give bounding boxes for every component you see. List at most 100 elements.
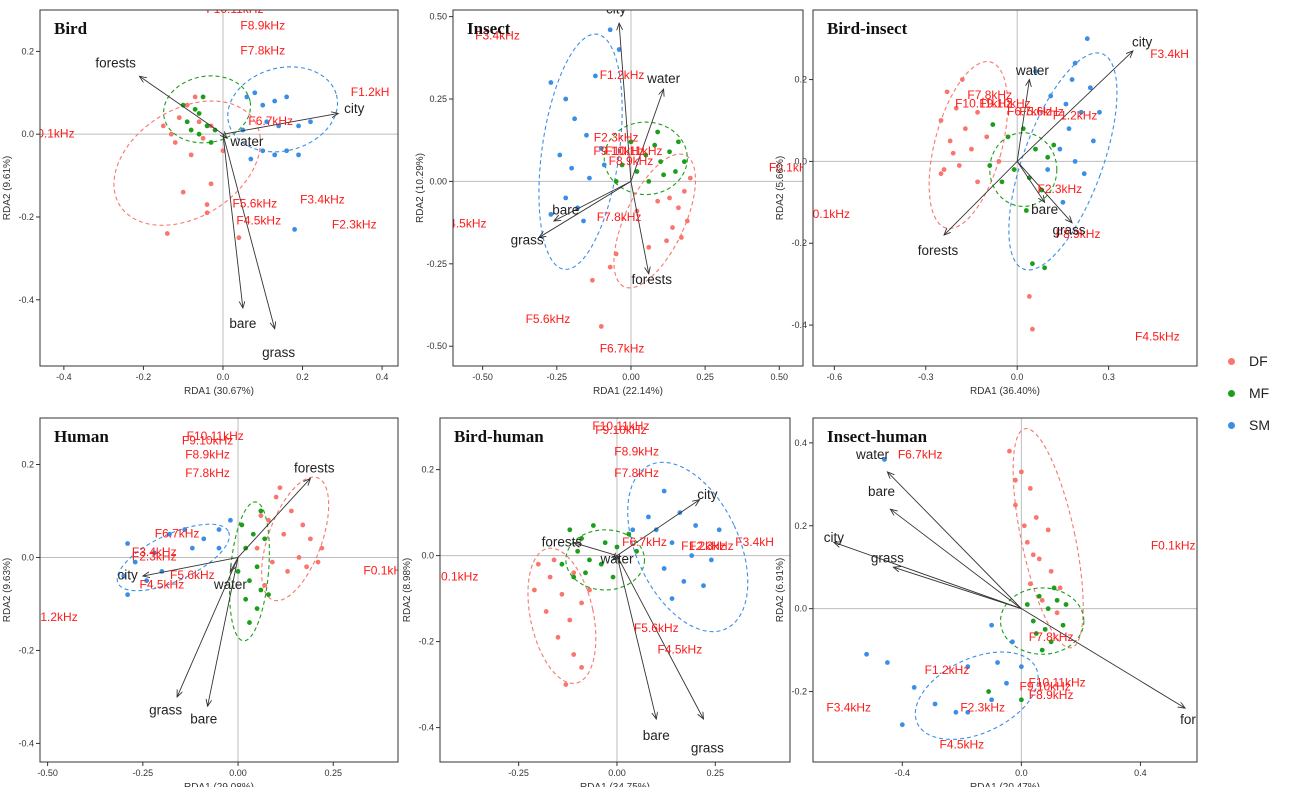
legend-dot-mf xyxy=(1228,389,1235,397)
point-mf xyxy=(196,131,202,137)
point-mf xyxy=(200,94,206,100)
y-tick-label: -0.2 xyxy=(791,238,807,248)
point-sm xyxy=(201,536,207,542)
freq-label-f4-5khz: F4.5kHz xyxy=(1135,330,1180,344)
point-df xyxy=(953,105,959,111)
point-df xyxy=(208,181,214,187)
freq-label-f10-11khz: F10.11kHz xyxy=(605,144,662,158)
point-df xyxy=(1013,502,1018,508)
point-df xyxy=(947,138,953,144)
freq-label-f3-4khz: F3.4kHz xyxy=(132,545,177,559)
x-tick-label: -0.3 xyxy=(918,372,934,382)
arrow-label-water: water xyxy=(213,577,248,592)
panel-title: Insect-human xyxy=(827,427,928,446)
point-sm xyxy=(132,559,138,565)
point-mf xyxy=(646,179,652,184)
freq-label-f3-4khz: F3.4kHz xyxy=(300,193,345,207)
arrow-grass xyxy=(222,134,275,329)
panel-frame xyxy=(812,9,1198,367)
point-df xyxy=(1026,294,1032,299)
point-sm xyxy=(953,709,959,715)
point-mf xyxy=(626,531,632,537)
point-mf xyxy=(1030,261,1035,267)
arrow-water xyxy=(1016,80,1029,162)
point-sm xyxy=(598,146,604,151)
arrow-bare xyxy=(554,181,632,221)
point-df xyxy=(676,205,681,211)
point-df xyxy=(563,682,569,687)
point-mf xyxy=(613,179,619,184)
point-mf xyxy=(258,587,264,593)
point-mf xyxy=(1024,602,1030,607)
point-mf xyxy=(571,574,577,580)
arrow-label-bare: bare xyxy=(868,484,895,499)
freq-label-f8-9khz: F8.9kHz xyxy=(240,19,285,33)
point-sm xyxy=(1033,68,1038,74)
ellipse-mf xyxy=(603,121,688,196)
point-mf xyxy=(1045,154,1051,160)
point-df xyxy=(315,559,321,565)
y-tick-label: -0.50 xyxy=(426,341,447,351)
point-df xyxy=(1045,527,1051,533)
point-df xyxy=(262,582,268,588)
freq-label-f3-4kh: F3.4kH xyxy=(735,535,774,549)
x-tick-label: 0.4 xyxy=(1134,768,1147,778)
arrow-label-water: water xyxy=(1015,63,1050,78)
ellipse-df xyxy=(113,100,261,226)
point-sm xyxy=(1097,109,1102,115)
point-df xyxy=(254,545,260,551)
freq-label-f9-10khz: F9.10kHz xyxy=(1020,680,1071,694)
point-sm xyxy=(689,553,695,558)
arrow-label-forest: forest xyxy=(1180,712,1214,727)
point-sm xyxy=(144,578,150,584)
arrow-label-forests: forests xyxy=(918,243,959,258)
legend: DF MF SM xyxy=(1228,345,1288,441)
point-df xyxy=(319,545,325,551)
y-tick-label: 0.0 xyxy=(794,604,807,614)
arrow-label-water: water xyxy=(229,134,264,149)
plot-area: F3.4kH F7.8kHzF10.11kHzF9.10kHzF6.7kHzF5.… xyxy=(813,34,1189,343)
point-df xyxy=(956,163,962,168)
y-tick-label: 0.0 xyxy=(794,156,807,166)
point-sm xyxy=(572,116,578,122)
point-df xyxy=(281,531,287,537)
freq-label-f7-8khz: F7.8kHz xyxy=(967,88,1012,102)
arrow-forests xyxy=(630,181,649,273)
point-sm xyxy=(616,47,622,52)
x-tick-label: 0.0 xyxy=(217,372,230,382)
freq-label-f8-9khz: F8.9kHz xyxy=(1029,688,1074,702)
panel-title: Bird-insect xyxy=(827,19,908,38)
arrow-forests xyxy=(139,76,224,135)
x-tick-label: 0.00 xyxy=(622,372,640,382)
point-mf xyxy=(579,536,584,541)
point-sm xyxy=(284,94,290,100)
point-sm xyxy=(965,709,971,715)
point-mf xyxy=(243,545,249,551)
freq-label-0-1khz: 0.1kHz xyxy=(37,126,74,140)
y-axis-label: RDA2 (8.98%) xyxy=(402,558,413,622)
freq-label-f10-11khz: F10.11kHz xyxy=(592,419,649,433)
point-sm xyxy=(1063,101,1069,107)
arrow-bare xyxy=(1016,161,1044,202)
arrow-city xyxy=(616,500,700,556)
point-sm xyxy=(167,531,172,537)
x-axis-label: RDA1 (36.40%) xyxy=(970,386,1040,397)
point-sm xyxy=(548,211,554,217)
point-sm xyxy=(899,722,905,728)
freq-label-f0-1khz: F0.1kHz xyxy=(1151,539,1196,553)
point-mf xyxy=(1045,606,1051,612)
point-mf xyxy=(1011,167,1017,172)
point-sm xyxy=(125,541,130,546)
legend-item-mf: MF xyxy=(1228,377,1288,409)
point-mf xyxy=(583,570,588,576)
point-sm xyxy=(864,651,869,657)
legend-label-df: DF xyxy=(1249,353,1268,369)
ellipse-df xyxy=(527,547,597,684)
y-axis-label: RDA2 (6.91%) xyxy=(775,558,786,622)
point-mf xyxy=(602,540,608,546)
point-mf xyxy=(212,127,218,133)
point-sm xyxy=(228,517,233,523)
point-df xyxy=(944,89,950,95)
point-sm xyxy=(911,684,917,690)
point-mf xyxy=(1054,597,1060,603)
